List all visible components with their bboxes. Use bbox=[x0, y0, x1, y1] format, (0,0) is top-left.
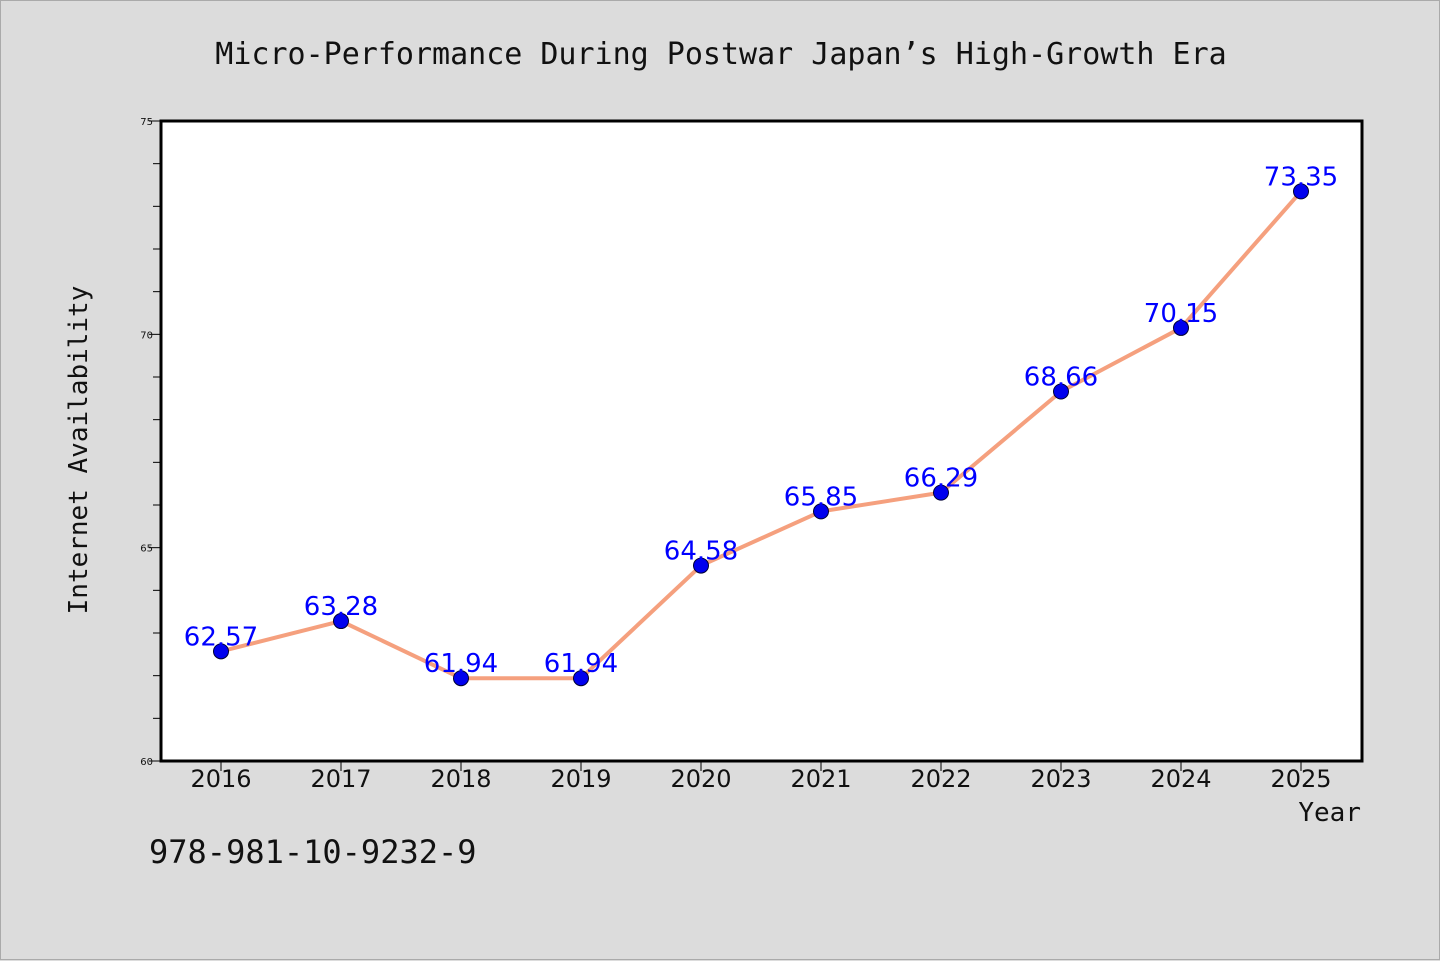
data-label: 62.57 bbox=[184, 622, 258, 652]
data-point bbox=[813, 503, 829, 520]
data-point bbox=[333, 613, 349, 630]
y-tick-label: 70 bbox=[140, 330, 153, 341]
y-axis: 60 65 70 75 bbox=[140, 117, 161, 768]
x-tick-label: 2019 bbox=[550, 765, 611, 793]
marker-layer bbox=[213, 183, 1309, 687]
x-tick-label: 2017 bbox=[310, 765, 371, 793]
data-point bbox=[1173, 319, 1189, 336]
data-label: 68.66 bbox=[1024, 363, 1098, 393]
data-label: 66.29 bbox=[904, 464, 978, 494]
y-tick-label: 75 bbox=[140, 117, 153, 128]
x-tick-label: 2016 bbox=[190, 765, 251, 793]
x-tick-label: 2025 bbox=[1270, 765, 1331, 793]
x-tick-label: 2022 bbox=[910, 765, 971, 793]
data-point bbox=[933, 484, 949, 501]
data-point bbox=[693, 557, 709, 574]
y-tick-label: 65 bbox=[140, 544, 153, 555]
data-point bbox=[1053, 383, 1069, 400]
isbn-code: 978-981-10-9232-9 bbox=[149, 833, 477, 871]
x-tick-label: 2023 bbox=[1030, 765, 1091, 793]
x-tick-label: 2020 bbox=[670, 765, 731, 793]
data-label-layer: 62.57 63.28 61.94 61.94 64.58 65.85 66.29 68.66… bbox=[184, 162, 1338, 679]
x-tick-label: 2018 bbox=[430, 765, 491, 793]
x-tick-label: 2024 bbox=[1150, 765, 1211, 793]
series-line-layer bbox=[220, 190, 1303, 681]
data-point bbox=[453, 670, 469, 687]
chart-title: Micro-Performance During Postwar Japan’s… bbox=[215, 37, 1227, 72]
data-label: 73.35 bbox=[1264, 162, 1338, 192]
data-point bbox=[213, 643, 229, 660]
data-label: 63.28 bbox=[304, 592, 378, 622]
data-point bbox=[1293, 183, 1309, 200]
data-label: 61.94 bbox=[544, 649, 618, 679]
data-label: 65.85 bbox=[784, 482, 858, 512]
data-label: 70.15 bbox=[1144, 299, 1218, 329]
series-line bbox=[220, 190, 1303, 681]
data-label: 61.94 bbox=[424, 649, 498, 679]
y-axis-label: Internet Availability bbox=[64, 286, 94, 615]
data-label: 64.58 bbox=[664, 537, 738, 567]
x-tick-label: 2021 bbox=[790, 765, 851, 793]
data-point bbox=[573, 670, 589, 687]
x-axis-label: Year bbox=[1298, 798, 1361, 828]
x-axis: 2016 2017 2018 2019 2020 2021 2022 2023 2024 2025 bbox=[190, 761, 1332, 793]
y-tick-label: 60 bbox=[140, 757, 153, 768]
plot-area bbox=[159, 119, 1364, 763]
